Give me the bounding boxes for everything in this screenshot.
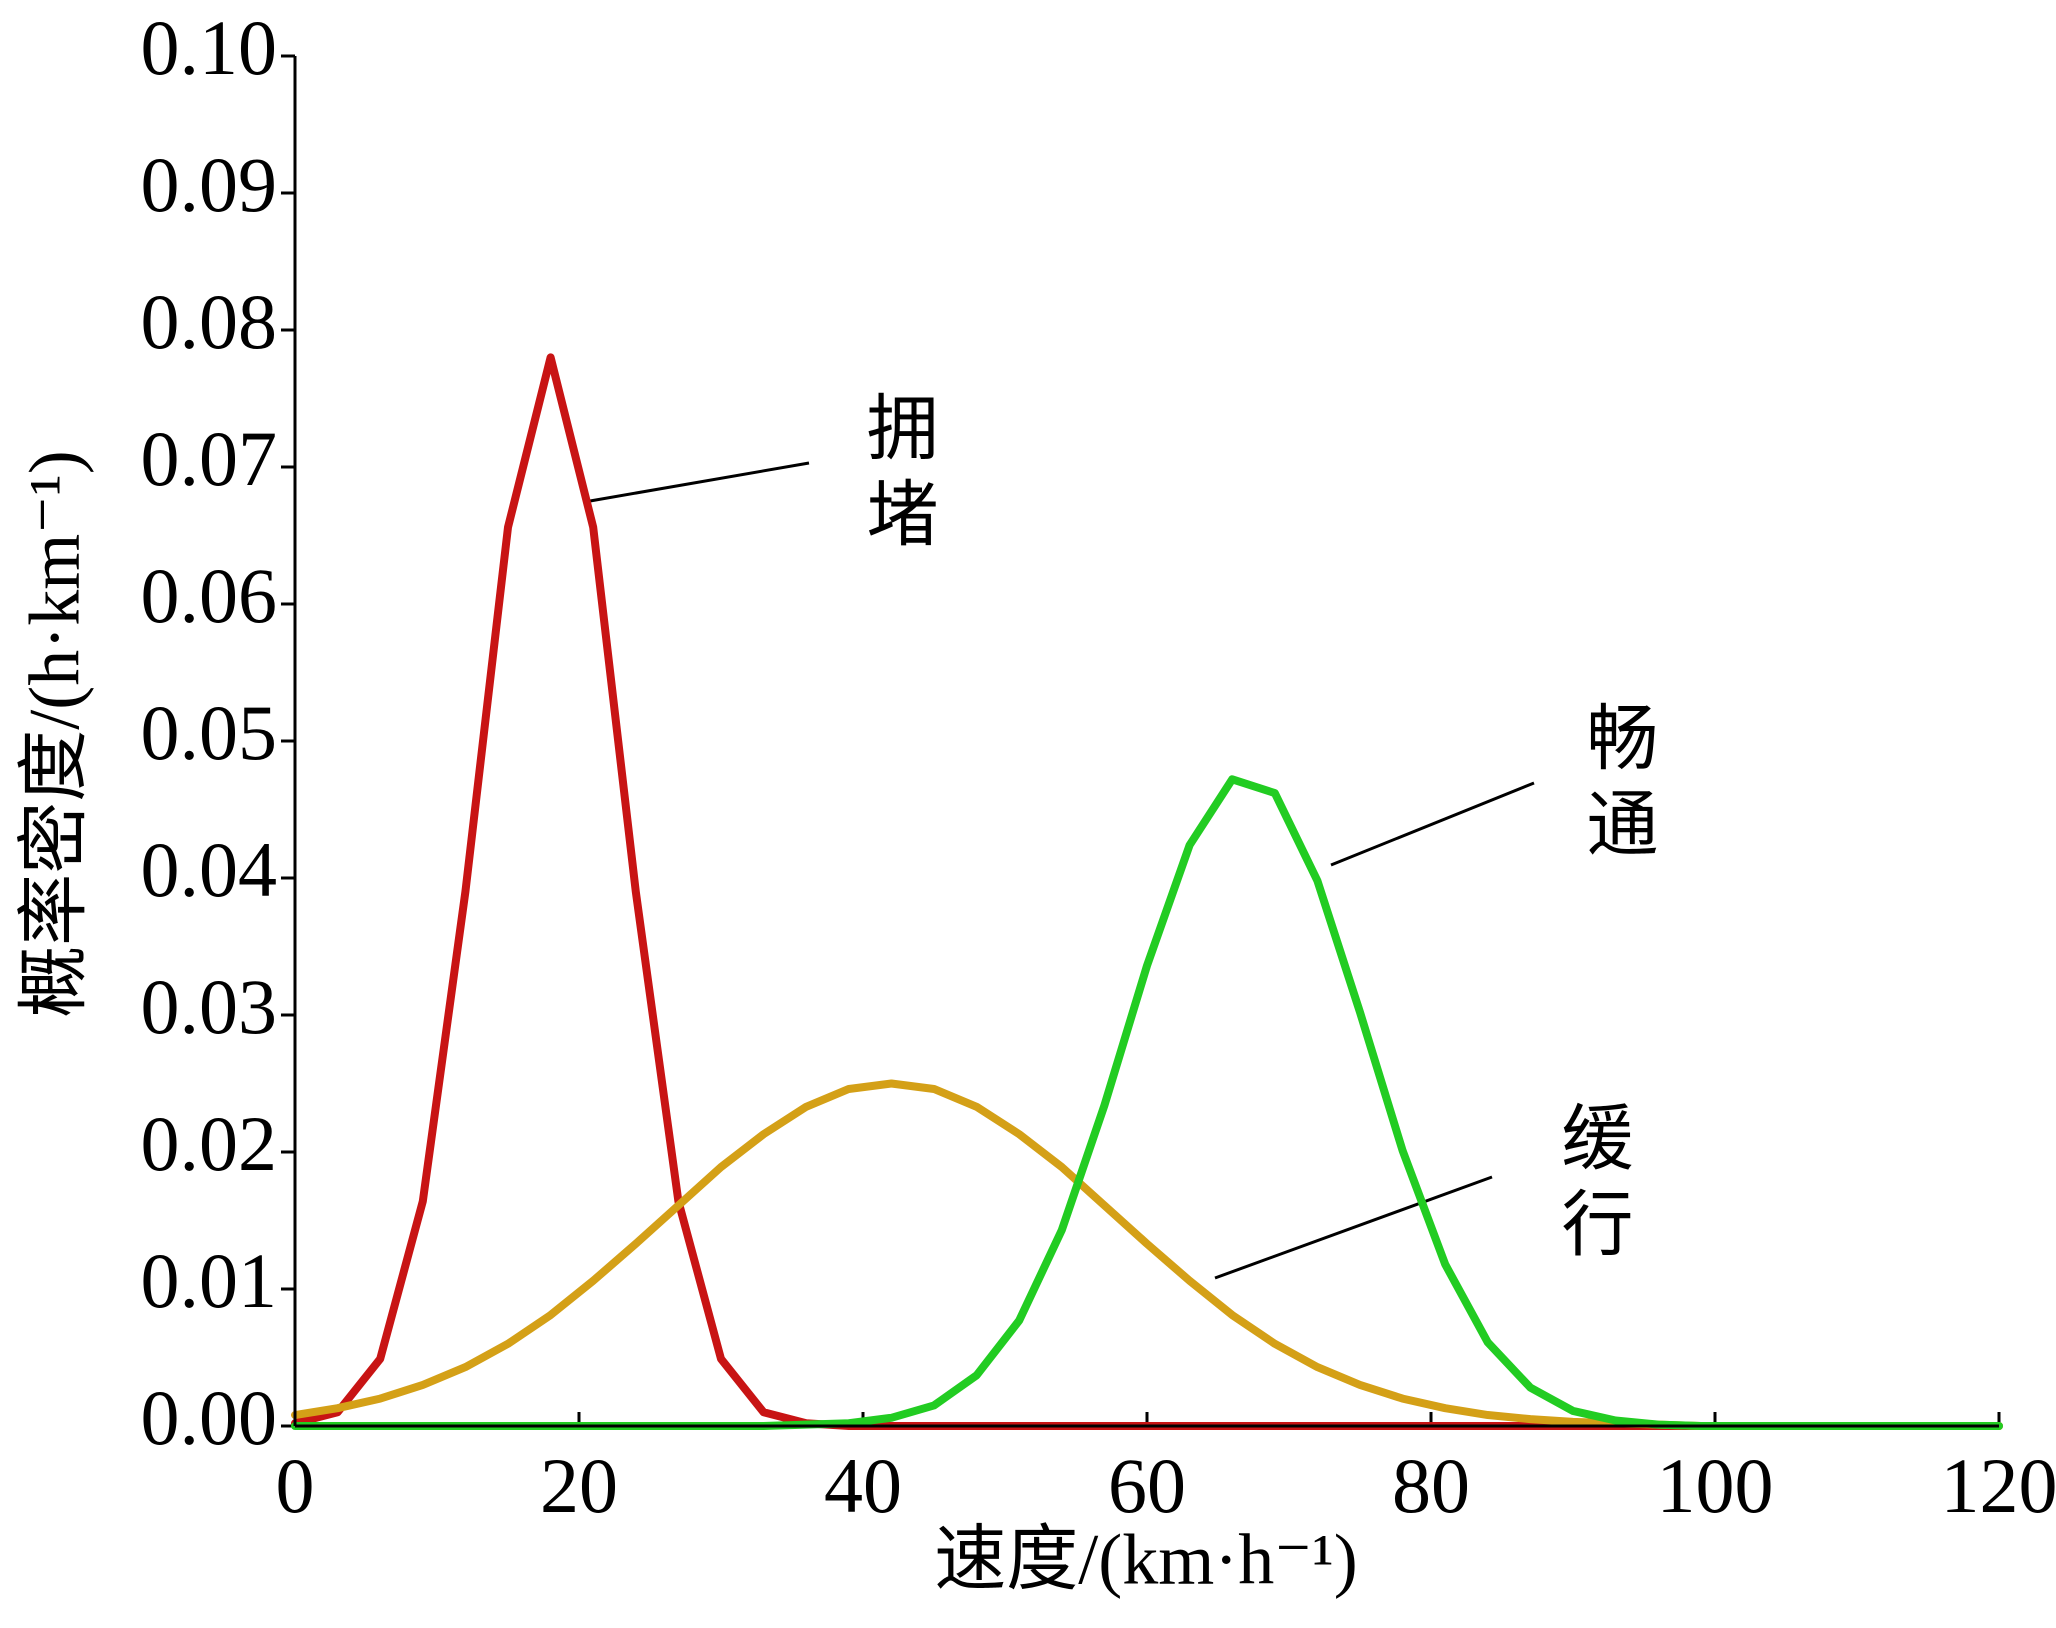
x-tick-label: 120 <box>1941 1442 2056 1529</box>
leader-line <box>1331 783 1534 865</box>
leader-line <box>1215 1177 1492 1278</box>
y-tick-label: 0.08 <box>141 278 278 365</box>
series-line <box>295 357 1999 1426</box>
series-label: 缓行 <box>1550 1100 1632 1272</box>
x-tick-label: 60 <box>1108 1442 1186 1529</box>
y-axis-title: 概率密度/(h·km⁻¹) <box>15 450 95 1018</box>
y-tick-label: 0.05 <box>141 689 278 776</box>
series-label: 拥堵 <box>855 390 936 562</box>
y-tick-label: 0.00 <box>141 1374 278 1461</box>
y-tick-label: 0.10 <box>141 4 278 91</box>
x-tick-label: 40 <box>824 1442 902 1529</box>
series-line <box>295 779 1999 1426</box>
y-tick-label: 0.06 <box>141 552 278 639</box>
x-tick-label: 80 <box>1392 1442 1470 1529</box>
series-line <box>295 1084 1999 1427</box>
y-tick-label: 0.02 <box>141 1100 278 1187</box>
series-label: 畅通 <box>1575 700 1656 872</box>
leader-line <box>590 463 809 501</box>
x-tick-label: 0 <box>276 1442 315 1529</box>
y-tick-label: 0.04 <box>141 826 278 913</box>
y-tick-label: 0.07 <box>141 415 278 502</box>
x-tick-label: 100 <box>1657 1442 1774 1529</box>
y-tick-label: 0.09 <box>141 141 278 228</box>
y-tick-label: 0.01 <box>141 1237 278 1324</box>
y-tick-label: 0.03 <box>141 963 278 1050</box>
x-tick-label: 20 <box>540 1442 618 1529</box>
x-axis-title: 速度/(km·h⁻¹) <box>934 1520 1358 1600</box>
